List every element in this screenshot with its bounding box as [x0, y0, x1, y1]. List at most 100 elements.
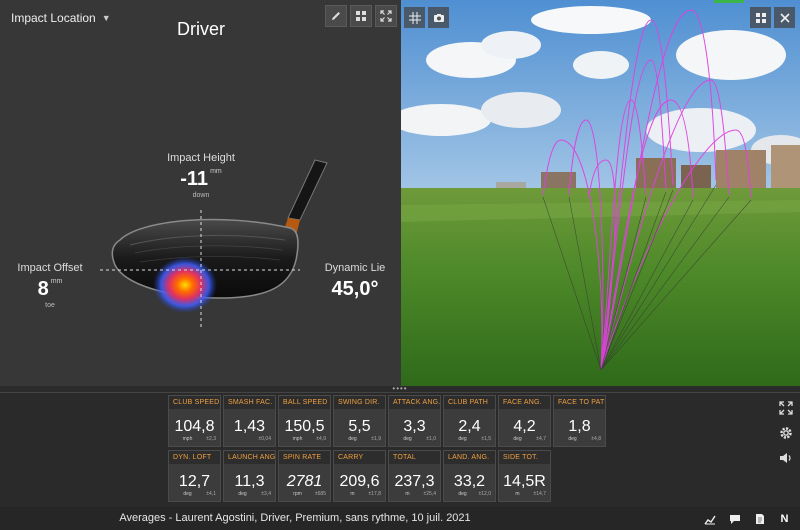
tile-deviation: ±4,7 [536, 436, 546, 442]
tile-value: 5,5 [348, 418, 371, 435]
simulation-view[interactable] [401, 0, 800, 386]
tile-deviation: ±1,5 [481, 436, 491, 442]
tile-label: LAUNCH ANG. [224, 451, 275, 464]
tile-value: 12,7 [178, 473, 211, 490]
data-tile-attack-ang[interactable]: ATTACK ANG. 3,3 deg ±1,0 [388, 395, 441, 447]
tile-label: ATTACK ANG. [389, 396, 440, 409]
fullscreen-button[interactable] [375, 5, 397, 27]
impact-panel: Impact Location ▼ Driver Impact Height -… [0, 0, 401, 386]
data-tile-dyn-loft[interactable]: DYN. LOFT 12,7 deg ±4,1 [168, 450, 221, 502]
camera-icon [433, 13, 444, 22]
expand-icon [779, 401, 793, 415]
tile-label: LAND. ANG. [444, 451, 495, 464]
tile-value: 11,3 [234, 473, 265, 490]
tile-deviation: ±17,8 [368, 491, 381, 497]
tile-label: SIDE TOT. [499, 451, 550, 464]
tile-label: DYN. LOFT [169, 451, 220, 464]
tile-deviation: ±2,3 [206, 436, 216, 442]
club-title: Driver [177, 19, 225, 39]
tile-value: 1,43 [233, 418, 266, 435]
data-tile-swing-dir[interactable]: SWING DIR. 5,5 deg ±1,9 [333, 395, 386, 447]
data-tile-club-speed[interactable]: CLUB SPEED 104,8 mph ±2,3 [168, 395, 221, 447]
chart-icon [703, 515, 716, 524]
tile-deviation: ±3,4 [261, 491, 271, 497]
tile-value: 3,3 [403, 418, 426, 435]
data-tile-spin-rate[interactable]: SPIN RATE 2781 rpm ±685 [278, 450, 331, 502]
close-icon [779, 12, 790, 23]
tile-label: CARRY [334, 451, 385, 464]
tile-deviation: ±14,7 [533, 491, 546, 497]
panel-resize-handle[interactable]: •••• [392, 384, 408, 393]
north-button[interactable]: N [777, 511, 792, 526]
tile-unit: m [405, 491, 410, 497]
tile-label: SMASH FAC. [224, 396, 275, 409]
tile-value: 150,5 [284, 418, 325, 435]
golf-course-scene [401, 0, 800, 386]
tile-value: 2,4 [458, 418, 481, 435]
fullscreen-icon [380, 10, 392, 22]
data-tile-side-tot[interactable]: SIDE TOT. 14,5R m ±14,7 [498, 450, 551, 502]
sim-close-button[interactable] [774, 7, 795, 28]
chevron-down-icon: ▼ [101, 13, 111, 23]
tile-value: 2781 [286, 473, 323, 490]
chat-icon [729, 514, 740, 524]
tile-unit: m [515, 491, 520, 497]
data-tile-total[interactable]: TOTAL 237,3 m ±25,4 [388, 450, 441, 502]
tile-value: 237,3 [394, 473, 435, 490]
session-summary: Averages - Laurent Agostini, Driver, Pre… [119, 512, 471, 524]
grid-overlay-button[interactable] [404, 7, 425, 28]
edit-button[interactable] [325, 5, 347, 27]
view-dropdown[interactable]: Impact Location ▼ [11, 11, 111, 25]
status-bar: Averages - Laurent Agostini, Driver, Pre… [0, 507, 800, 530]
tile-deviation: ±685 [314, 491, 326, 497]
tile-deviation: ±1,9 [371, 436, 381, 442]
data-tile-face-to-path[interactable]: FACE TO PATH 1,8 deg ±4,8 [553, 395, 606, 447]
dynamic-lie: Dynamic Lie 45,0° [310, 262, 400, 301]
tile-label: SPIN RATE [279, 451, 330, 464]
tile-label: CLUB PATH [444, 396, 495, 409]
tile-deviation: ±1,0 [426, 436, 436, 442]
tile-unit: mph [292, 436, 303, 442]
data-tile-club-path[interactable]: CLUB PATH 2,4 deg ±1,5 [443, 395, 496, 447]
camera-button[interactable] [428, 7, 449, 28]
pencil-icon [332, 12, 340, 20]
data-tile-smash-fac[interactable]: SMASH FAC. 1,43 ±0,04 [223, 395, 276, 447]
chart-button[interactable] [702, 511, 717, 526]
impact-height-label: Impact Height [167, 152, 235, 164]
tile-deviation: ±12,0 [478, 491, 491, 497]
tile-unit: deg [513, 436, 522, 442]
tile-unit: deg [458, 491, 467, 497]
impact-height-value: -11 [180, 168, 209, 190]
connection-indicator [714, 0, 744, 3]
sim-layout-button[interactable] [750, 7, 771, 28]
layout-button[interactable] [350, 5, 372, 27]
volume-button[interactable] [777, 449, 795, 467]
impact-offset-value: 8 [37, 278, 49, 300]
tile-unit: deg [568, 436, 577, 442]
data-tile-ball-speed[interactable]: BALL SPEED 150,5 mph ±4,9 [278, 395, 331, 447]
chat-button[interactable] [727, 511, 742, 526]
expand-data-button[interactable] [777, 399, 795, 417]
tile-deviation: ±4,8 [591, 436, 601, 442]
grid-icon [356, 11, 366, 21]
document-button[interactable] [752, 511, 767, 526]
view-dropdown-label: Impact Location [11, 11, 96, 25]
tile-value: 104,8 [174, 418, 215, 435]
tile-unit: deg [238, 491, 247, 497]
tile-label: FACE ANG. [499, 396, 550, 409]
impact-offset: Impact Offset 8 mm toe [4, 262, 96, 309]
data-tile-land-ang[interactable]: LAND. ANG. 33,2 deg ±12,0 [443, 450, 496, 502]
settings-button[interactable] [777, 424, 795, 442]
dynamic-lie-value: 45,0° [331, 278, 379, 300]
tile-label: CLUB SPEED [169, 396, 220, 409]
settings-icon [780, 427, 792, 439]
tile-unit: deg [403, 436, 412, 442]
data-tile-launch-ang[interactable]: LAUNCH ANG. 11,3 deg ±3,4 [223, 450, 276, 502]
data-tile-carry[interactable]: CARRY 209,6 m ±17,8 [333, 450, 386, 502]
impact-offset-label: Impact Offset [17, 262, 83, 274]
volume-icon [780, 453, 791, 463]
tile-unit: rpm [293, 491, 302, 497]
tile-value: 209,6 [339, 473, 380, 490]
data-tile-face-ang[interactable]: FACE ANG. 4,2 deg ±4,7 [498, 395, 551, 447]
tile-value: 1,8 [568, 418, 591, 435]
